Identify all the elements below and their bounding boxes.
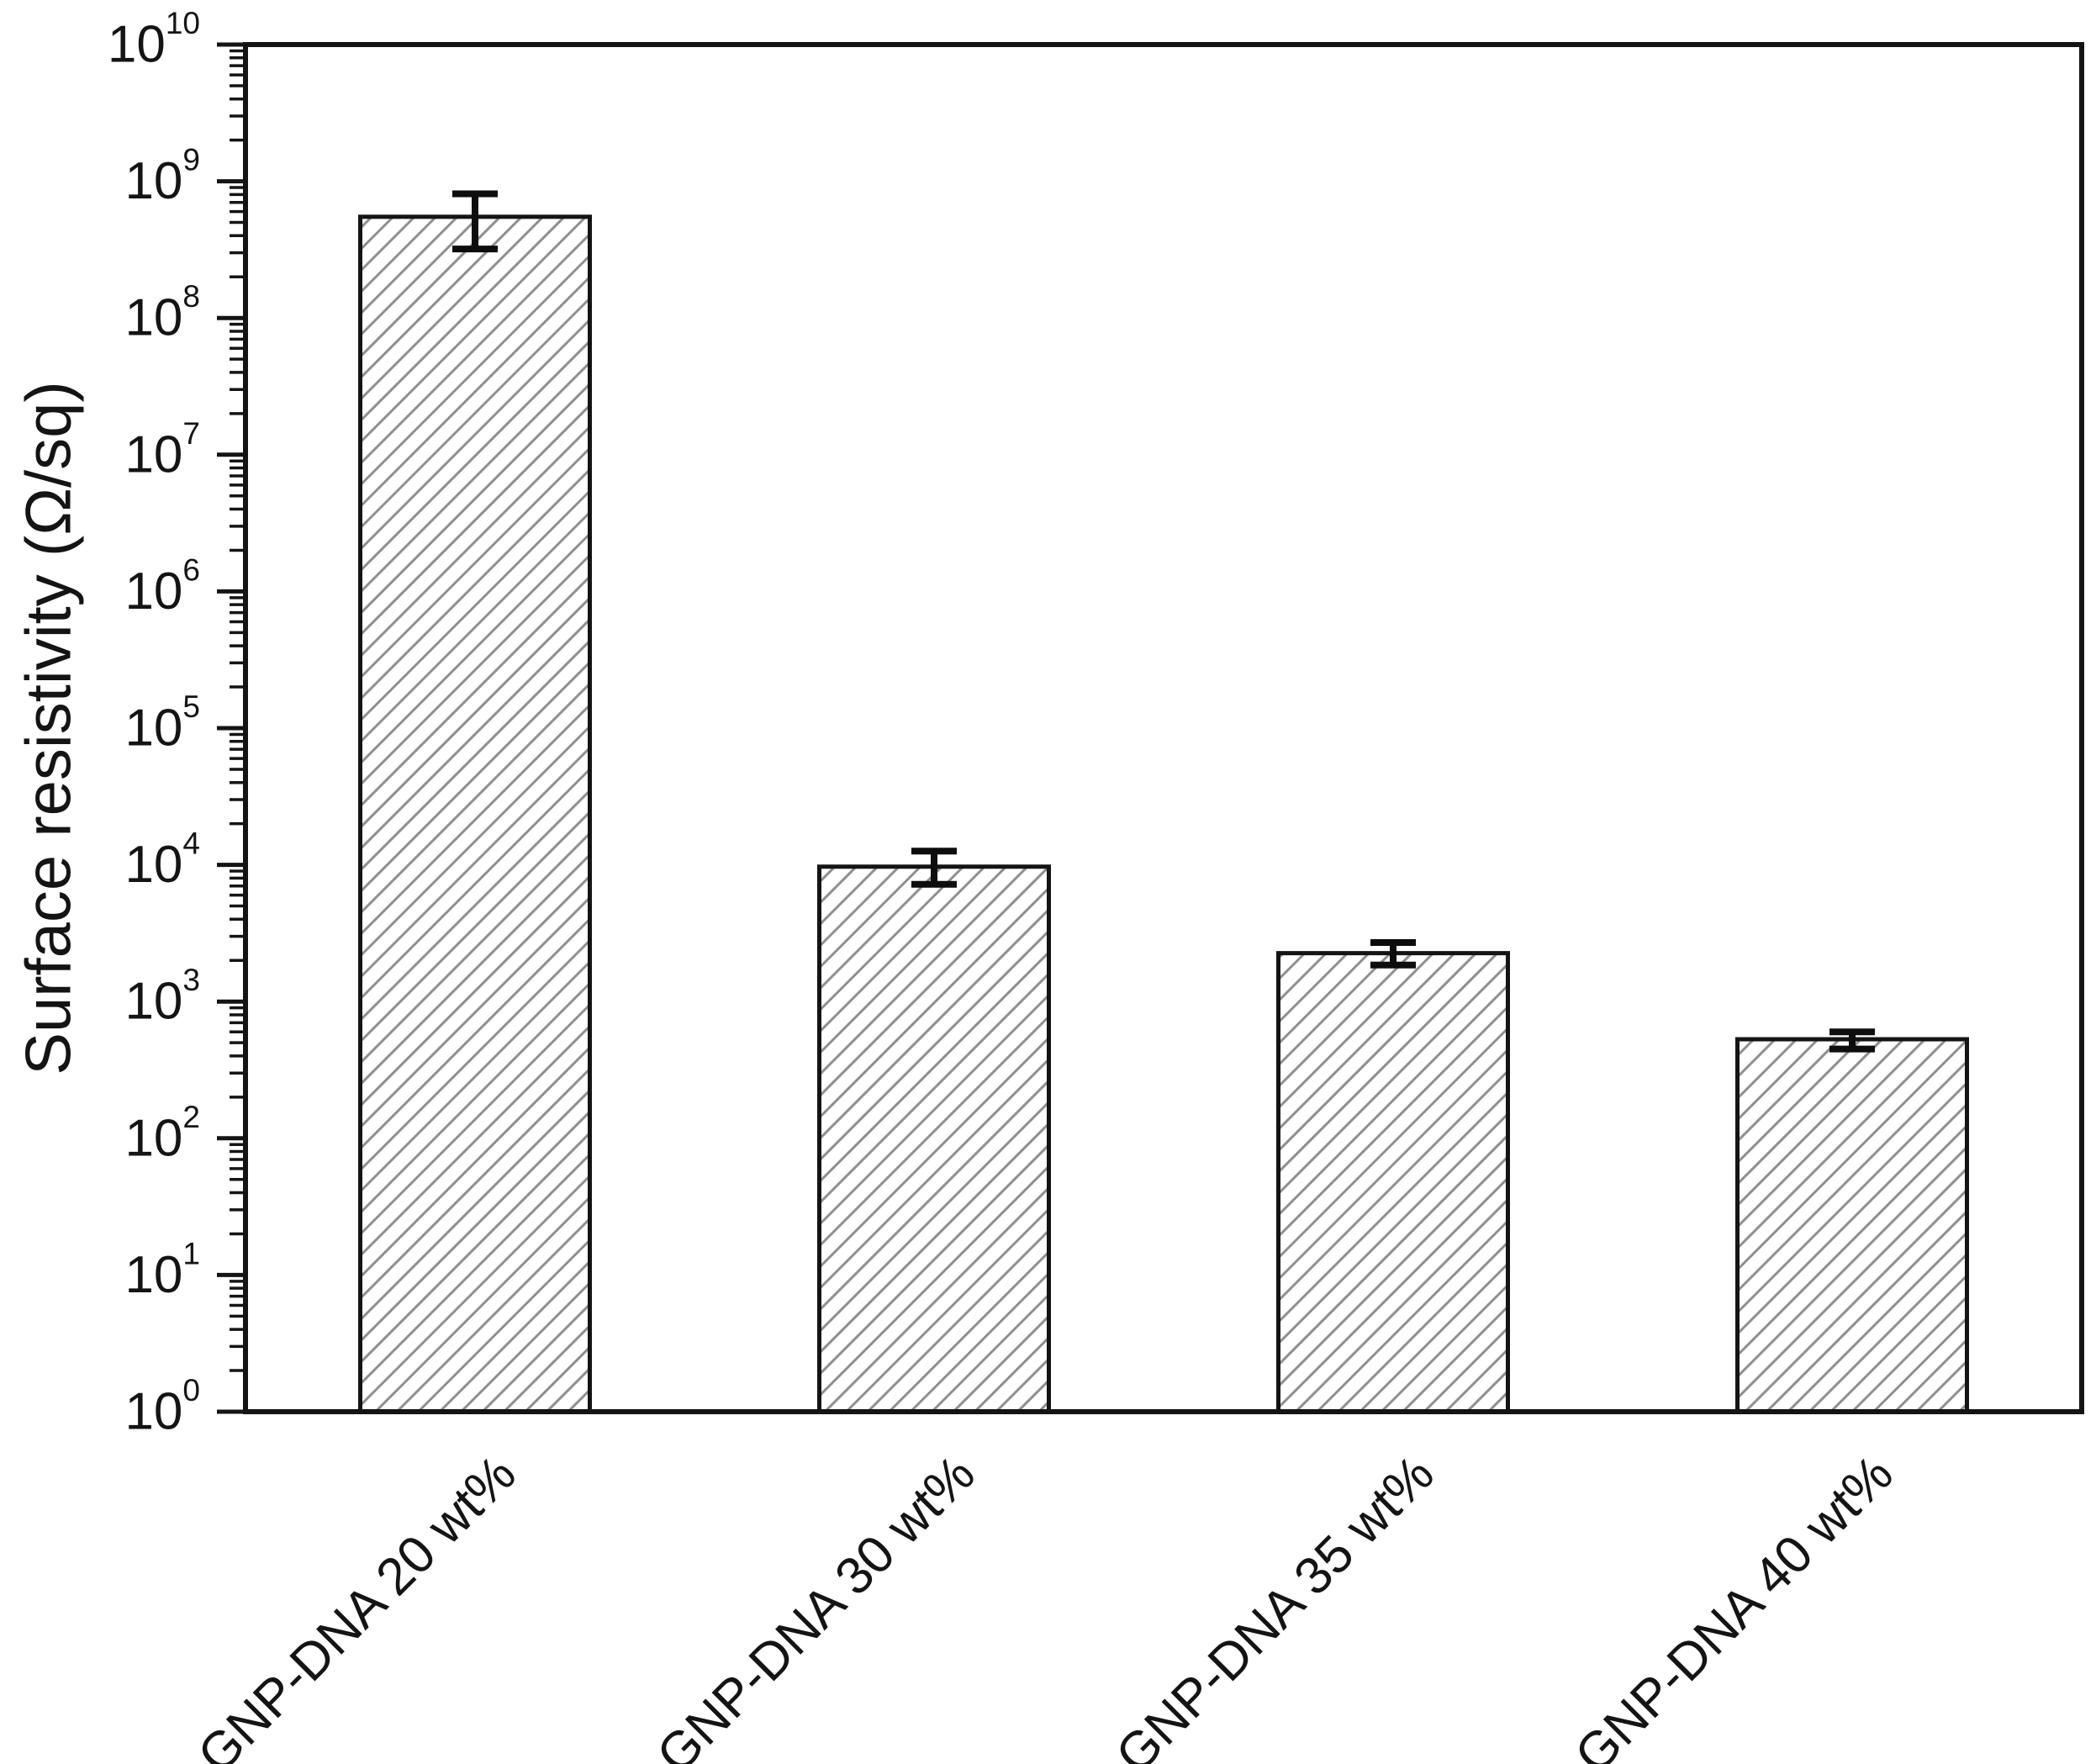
bars-group [358, 214, 1969, 1414]
bar-gnp-dna-35-wt- [1276, 951, 1510, 1414]
y-axis-ticks [217, 42, 246, 1414]
y-tick-label: 1010 [108, 6, 200, 74]
y-tick-label: 105 [124, 689, 200, 758]
bar-gnp-dna-20-wt- [358, 214, 592, 1414]
y-tick-label: 100 [124, 1373, 200, 1441]
y-tick-label: 101 [124, 1236, 200, 1304]
x-category-label: GNP-DNA 20 wt% [187, 1444, 526, 1764]
y-tick-label: 106 [124, 552, 200, 621]
y-axis-title: Surface resistivity (Ω/sq) [13, 381, 85, 1075]
y-tick-label: 103 [124, 963, 200, 1031]
x-category-label: GNP-DNA 40 wt% [1564, 1444, 1903, 1764]
error-bars-group [452, 190, 1875, 1053]
y-tick-label: 109 [124, 142, 200, 210]
y-tick-label: 102 [124, 1099, 200, 1167]
y-tick-label: 108 [124, 279, 200, 347]
y-tick-label: 107 [124, 415, 200, 483]
x-category-label: GNP-DNA 35 wt% [1105, 1444, 1444, 1764]
y-axis-tick-labels: 100 101 102 103 104 105 106 107 108 109 1010 [108, 6, 200, 1441]
bar-gnp-dna-40-wt- [1735, 1037, 1969, 1414]
x-axis-category-labels: GNP-DNA 20 wt% GNP-DNA 30 wt% GNP-DNA 35 w… [187, 1444, 1903, 1764]
x-category-label: GNP-DNA 30 wt% [646, 1444, 985, 1764]
y-tick-label: 104 [124, 826, 200, 894]
bar-gnp-dna-30-wt- [817, 864, 1051, 1414]
